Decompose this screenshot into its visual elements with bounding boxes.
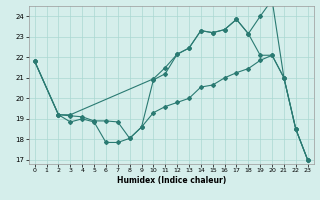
X-axis label: Humidex (Indice chaleur): Humidex (Indice chaleur): [116, 176, 226, 185]
